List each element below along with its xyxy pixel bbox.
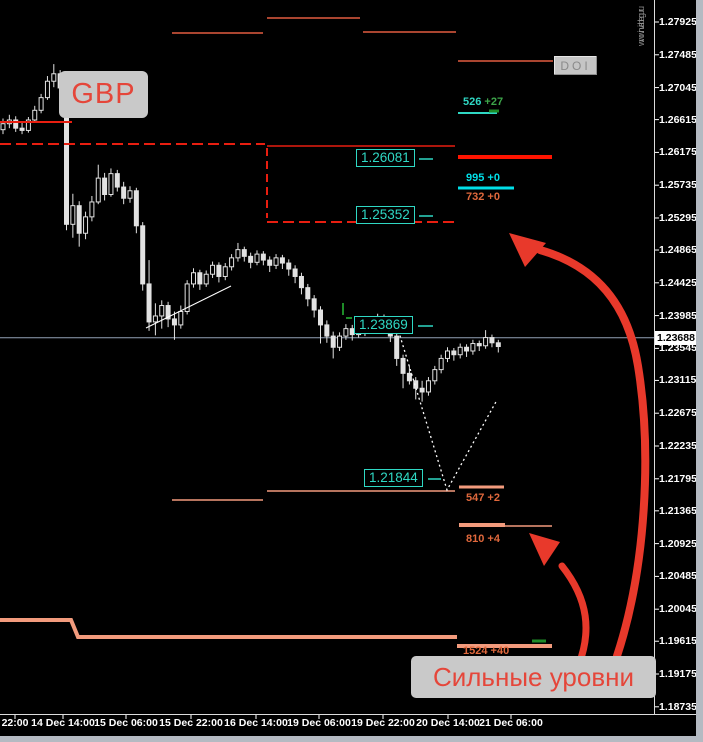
level-stat-text: 526 (463, 96, 482, 108)
scrollbar-right[interactable] (696, 0, 703, 742)
time-tick-label: 14 Dec 14:00 (31, 717, 95, 729)
level-stat-text: 547 +2 (466, 492, 500, 504)
watermark: www.invisible.guru (636, 8, 646, 47)
price-tick-label: 1.23985 (659, 309, 697, 322)
price-tick-label: 1.27045 (659, 81, 697, 94)
level-stat-tag: 810 +4 (466, 533, 500, 545)
price-tick-label: 1.26175 (659, 146, 697, 159)
time-tick-label: 15 Dec 22:00 (159, 717, 223, 729)
level-stat-tag: 995 +0 (466, 172, 500, 184)
price-tick-label: 1.21365 (659, 504, 697, 517)
price-tick-label: 1.24425 (659, 276, 697, 289)
price-tick-label: 1.27485 (659, 48, 697, 61)
price-tick-label: 1.20045 (659, 603, 697, 616)
price-tick-label: 1.20925 (659, 537, 697, 550)
price-tick-label: 1.25295 (659, 211, 697, 224)
level-stat-text: 995 +0 (466, 172, 500, 184)
level-stat-text: +27 (481, 96, 504, 108)
current-price-tag: 1.23688 (655, 330, 701, 345)
price-tick-label: 1.18735 (659, 700, 697, 713)
level-stat-tag: 1524 +40 (463, 645, 509, 657)
price-tick-label: 1.24865 (659, 244, 697, 257)
time-tick-label: 19 Dec 22:00 (351, 717, 415, 729)
window-bottom-edge (0, 736, 703, 742)
price-tick-label: 1.23545 (659, 342, 697, 355)
price-level-box: 1.21844 (364, 469, 423, 487)
level-stat-tag: 526 +27 (463, 96, 503, 108)
price-level-box: 1.26081 (356, 149, 415, 167)
price-tick-label: 1.27925 (659, 16, 697, 28)
level-stat-text: 810 +4 (466, 533, 500, 545)
price-tick-label: 1.19175 (659, 668, 697, 680)
strong-levels-label: Сильные уровни (411, 656, 656, 698)
level-stat-tag: 732 +0 (466, 191, 500, 203)
price-tick-label: 1.19615 (659, 635, 697, 648)
level-stat-tag: 547 +2 (466, 492, 500, 504)
price-tick-label: 1.21795 (659, 472, 697, 485)
price-tick-label: 1.20485 (659, 570, 697, 583)
price-tick-label: 1.22675 (659, 407, 697, 420)
price-tick-label: 1.22235 (659, 439, 697, 452)
time-tick-label: 20 Dec 14:00 (416, 717, 480, 729)
doi-button[interactable]: DOI (554, 56, 597, 75)
time-tick-label: 22:00 (1, 717, 29, 729)
price-tick-label: 1.23115 (659, 374, 697, 387)
time-tick-label: 19 Dec 06:00 (287, 717, 351, 729)
time-tick-label: 16 Dec 14:00 (224, 717, 288, 729)
time-tick-label: 15 Dec 06:00 (94, 717, 158, 729)
symbol-label: GBP (59, 71, 148, 118)
level-stat-text: 732 +0 (466, 191, 500, 203)
price-level-box: 1.25352 (356, 206, 415, 224)
time-tick-label: 21 Dec 06:00 (479, 717, 543, 729)
level-stat-text: 1524 +40 (463, 645, 510, 657)
price-tick-label: 1.25735 (659, 179, 697, 192)
price-level-box: 1.23869 (354, 316, 413, 334)
price-tick-label: 1.26615 (659, 113, 697, 126)
